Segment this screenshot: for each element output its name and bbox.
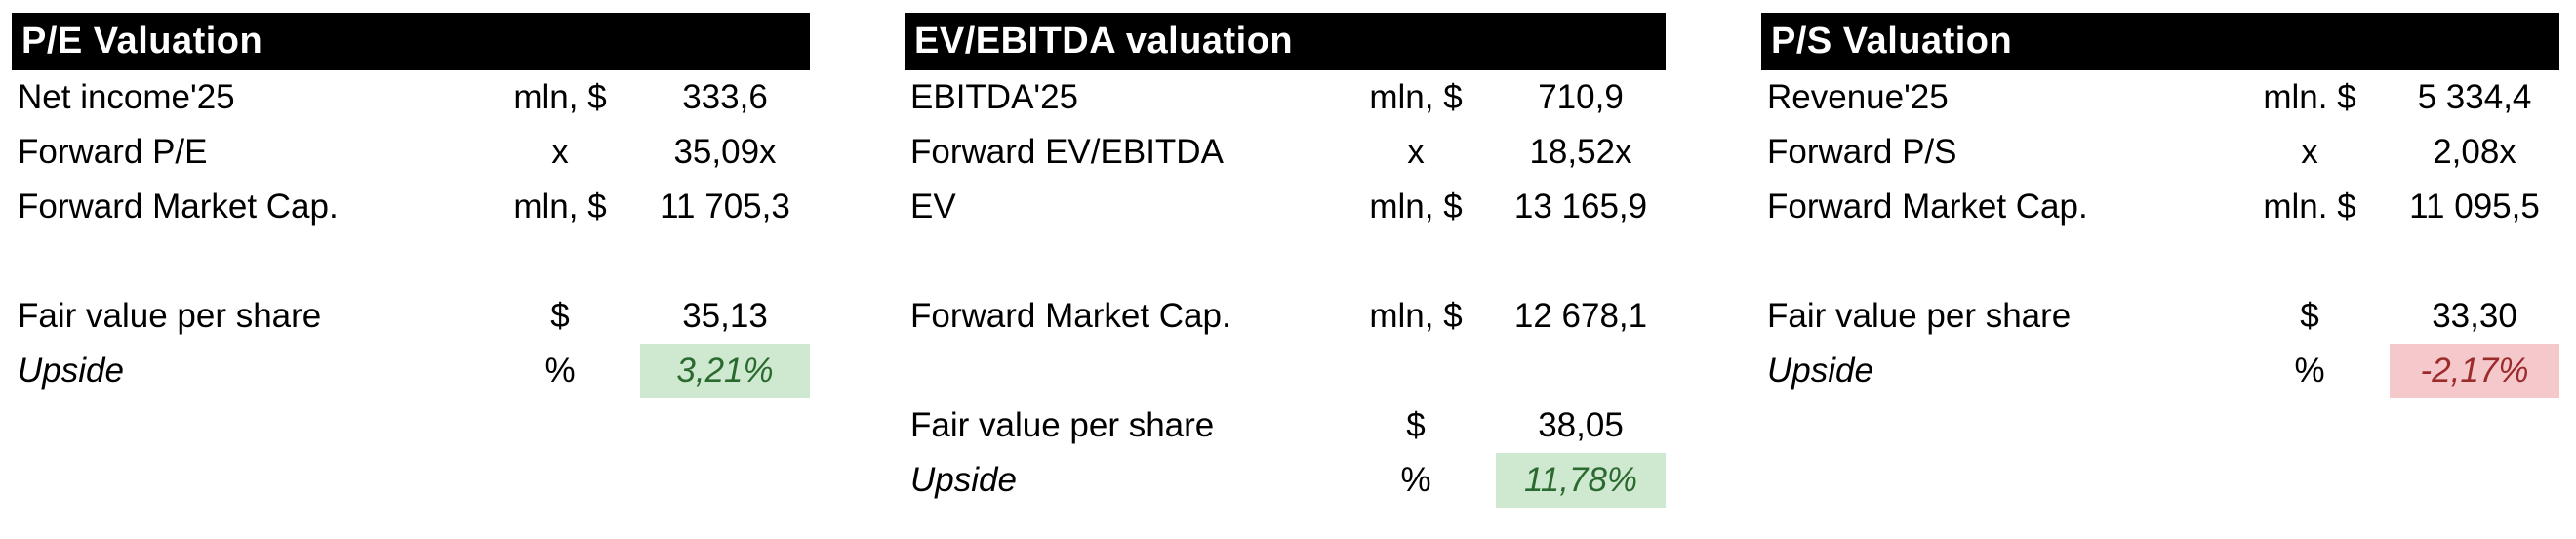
row-unit: x <box>551 133 569 171</box>
row-value: 18,52x <box>1529 133 1632 171</box>
row-value: 11 705,3 <box>660 187 790 226</box>
row-unit: $ <box>550 297 570 335</box>
row-value: 5 334,4 <box>2417 78 2532 116</box>
row-label: EV <box>910 187 956 226</box>
row-unit: x <box>2301 133 2318 171</box>
row-unit: % <box>2294 352 2325 390</box>
row-unit: mln. $ <box>2263 187 2356 226</box>
row-forward-ev-ebitda: Forward EV/EBITDA x 18,52x <box>905 125 1666 180</box>
row-forward-market-cap: Forward Market Cap. mln, $ 11 705,3 <box>12 180 810 234</box>
row-revenue-25: Revenue'25 mln. $ 5 334,4 <box>1761 70 2559 125</box>
upside-negative-cell: -2,17% <box>2390 344 2559 398</box>
row-value: 13 165,9 <box>1513 187 1648 226</box>
row-net-income-25: Net income'25 mln, $ 333,6 <box>12 70 810 125</box>
row-label: Fair value per share <box>18 297 322 335</box>
row-value: 38,05 <box>1538 406 1624 444</box>
row-value: 11 095,5 <box>2409 187 2540 226</box>
row-label: Forward P/E <box>18 133 208 171</box>
ev-ebitda-table-header: EV/EBITDA valuation <box>905 13 1666 70</box>
row-forward-market-cap: Forward Market Cap. mln. $ 11 095,5 <box>1761 180 2559 234</box>
row-label: Revenue'25 <box>1767 78 1949 116</box>
row-unit: mln, $ <box>513 187 607 226</box>
row-fair-value-per-share: Fair value per share $ 33,30 <box>1761 289 2559 344</box>
pe-table-header: P/E Valuation <box>12 13 810 70</box>
row-label: Upside <box>18 352 124 390</box>
row-forward-ps: Forward P/S x 2,08x <box>1761 125 2559 180</box>
row-value: 33,30 <box>2432 297 2517 335</box>
table-title: P/E Valuation <box>21 21 263 62</box>
row-label: Fair value per share <box>910 406 1215 444</box>
row-label: Forward Market Cap. <box>18 187 339 226</box>
row-label: Upside <box>910 461 1017 499</box>
row-label: Forward EV/EBITDA <box>910 133 1224 171</box>
table-title: P/S Valuation <box>1771 21 2013 62</box>
ev-ebitda-valuation-table: EV/EBITDA valuation EBITDA'25 mln, $ 710… <box>905 13 1666 508</box>
row-fair-value-per-share: Fair value per share $ 35,13 <box>12 289 810 344</box>
row-unit: mln, $ <box>1369 187 1463 226</box>
upside-positive-cell: 11,78% <box>1496 453 1666 508</box>
row-label: Net income'25 <box>18 78 235 116</box>
row-forward-market-cap: Forward Market Cap. mln, $ 12 678,1 <box>905 289 1666 344</box>
row-unit: mln. $ <box>2263 78 2356 116</box>
row-upside: Upside % 3,21% <box>12 344 810 398</box>
row-value: 2,08x <box>2433 133 2516 171</box>
row-ebitda-25: EBITDA'25 mln, $ 710,9 <box>905 70 1666 125</box>
row-value: 333,6 <box>682 78 768 116</box>
row-unit: mln, $ <box>1369 297 1463 335</box>
row-unit: x <box>1407 133 1425 171</box>
row-value: 35,09x <box>673 133 777 171</box>
spacer-row <box>905 344 1666 398</box>
row-value: 710,9 <box>1538 78 1624 116</box>
row-forward-pe: Forward P/E x 35,09x <box>12 125 810 180</box>
row-fair-value-per-share: Fair value per share $ 38,05 <box>905 398 1666 453</box>
row-label: Forward Market Cap. <box>1767 187 2088 226</box>
row-unit: $ <box>1406 406 1426 444</box>
spacer-row <box>905 234 1666 289</box>
row-label: Upside <box>1767 352 1873 390</box>
row-upside: Upside % -2,17% <box>1761 344 2559 398</box>
row-ev: EV mln, $ 13 165,9 <box>905 180 1666 234</box>
pe-valuation-table: P/E Valuation Net income'25 mln, $ 333,6… <box>12 13 810 398</box>
row-unit: mln, $ <box>513 78 607 116</box>
row-label: Forward P/S <box>1767 133 1957 171</box>
ps-table-header: P/S Valuation <box>1761 13 2559 70</box>
row-unit: % <box>544 352 576 390</box>
row-unit: mln, $ <box>1369 78 1463 116</box>
table-title: EV/EBITDA valuation <box>914 21 1294 62</box>
row-value: 12 678,1 <box>1513 297 1648 335</box>
spacer-row <box>1761 234 2559 289</box>
upside-positive-cell: 3,21% <box>640 344 810 398</box>
row-value: 35,13 <box>682 297 768 335</box>
row-label: EBITDA'25 <box>910 78 1079 116</box>
row-unit: $ <box>2300 297 2319 335</box>
spacer-row <box>12 234 810 289</box>
row-label: Fair value per share <box>1767 297 2072 335</box>
row-label: Forward Market Cap. <box>910 297 1231 335</box>
row-unit: % <box>1400 461 1431 499</box>
ps-valuation-table: P/S Valuation Revenue'25 mln. $ 5 334,4 … <box>1761 13 2559 398</box>
row-upside: Upside % 11,78% <box>905 453 1666 508</box>
